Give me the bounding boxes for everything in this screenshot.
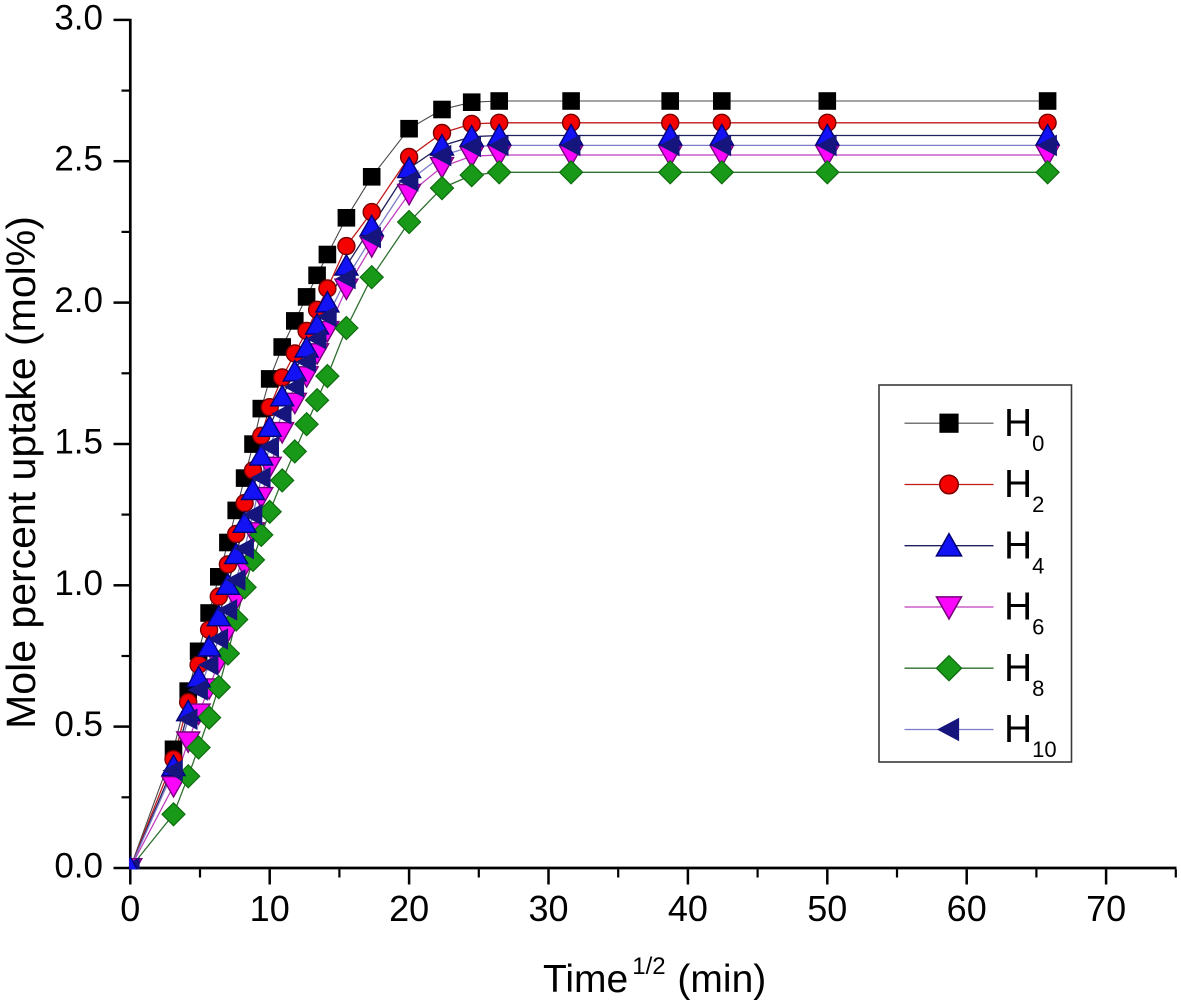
svg-text:3.0: 3.0 [54, 0, 103, 37]
svg-text:10: 10 [250, 888, 290, 929]
svg-text:0: 0 [120, 888, 140, 929]
svg-text:1.0: 1.0 [54, 564, 103, 603]
svg-text:50: 50 [807, 888, 847, 929]
svg-text:60: 60 [947, 888, 987, 929]
svg-text:0.5: 0.5 [54, 705, 103, 744]
svg-text:0.0: 0.0 [54, 847, 103, 886]
svg-text:1.5: 1.5 [54, 423, 103, 462]
svg-text:2.0: 2.0 [54, 281, 103, 320]
svg-text:30: 30 [528, 888, 568, 929]
svg-text:70: 70 [1086, 888, 1126, 929]
svg-text:2.5: 2.5 [54, 140, 103, 179]
svg-text:40: 40 [668, 888, 708, 929]
svg-text:20: 20 [389, 888, 429, 929]
svg-text:Mole percent uptake (mol%): Mole percent uptake (mol%) [0, 216, 44, 729]
